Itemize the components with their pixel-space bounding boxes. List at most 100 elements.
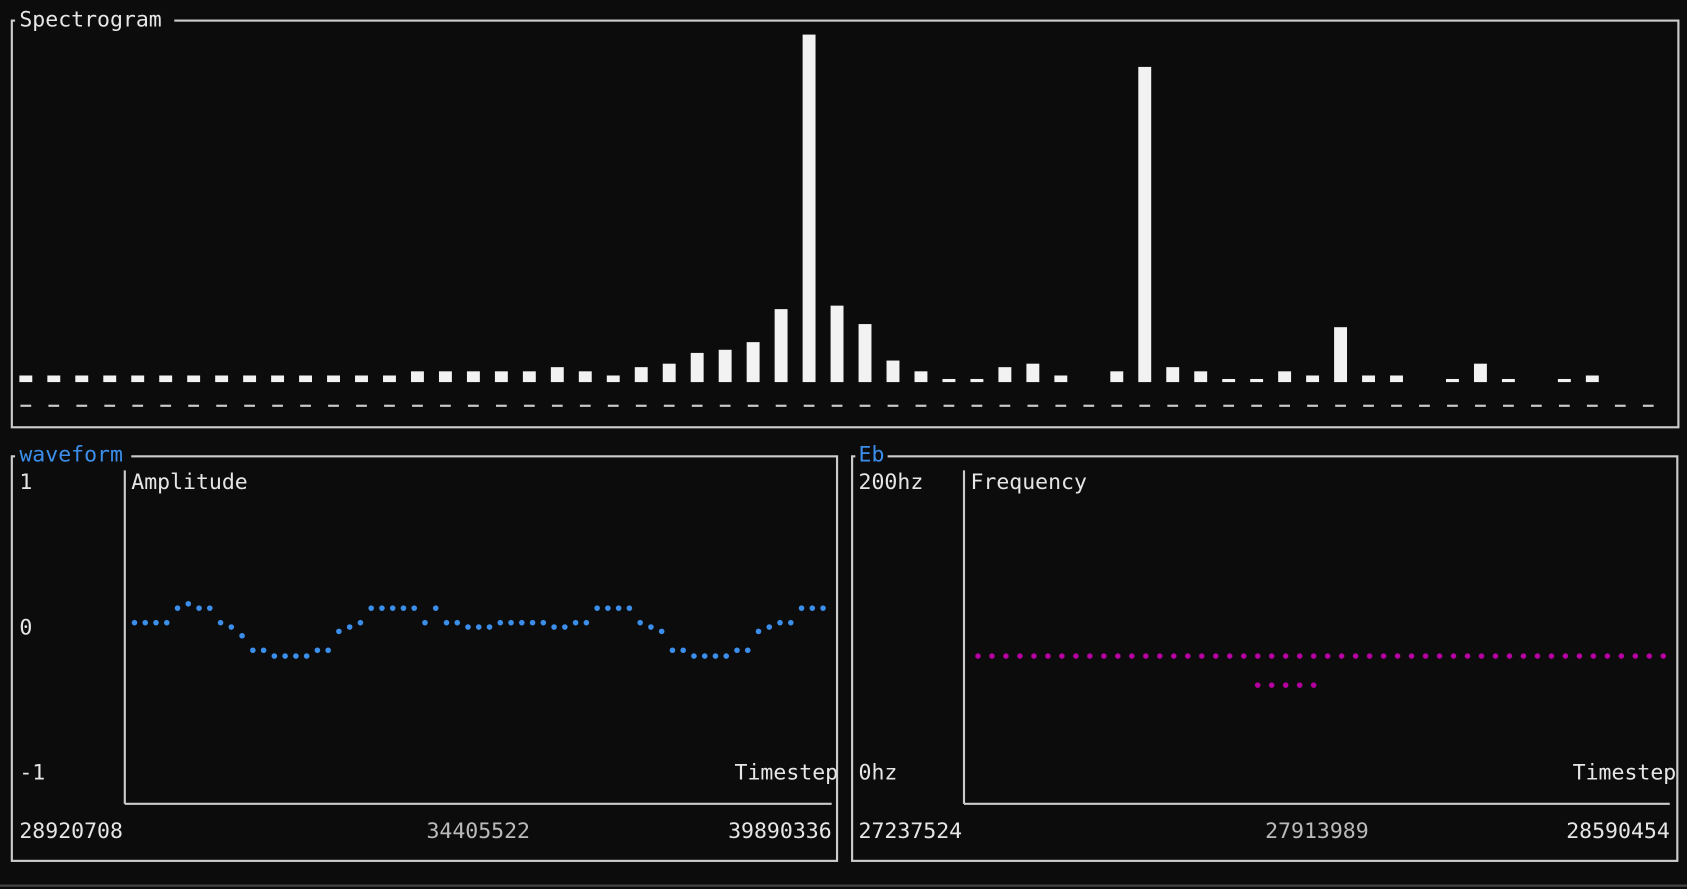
axis-label: Amplitude (131, 470, 248, 495)
bar (522, 371, 536, 383)
bar (1501, 378, 1515, 383)
data-point (777, 619, 783, 626)
data-point (712, 653, 719, 659)
data-point (432, 605, 439, 611)
data-point (357, 619, 364, 626)
bar (1250, 378, 1264, 383)
data-point (669, 647, 676, 654)
data-point (1436, 653, 1443, 659)
bar (75, 375, 89, 383)
bar (19, 375, 33, 383)
data-point (217, 619, 224, 626)
title-gap (855, 443, 888, 468)
data-point (1157, 653, 1163, 659)
data-point (1129, 653, 1135, 659)
x-tick-label: 27913989 (1265, 819, 1369, 844)
data-point (1562, 653, 1569, 659)
data-point (411, 605, 418, 611)
data-point (207, 605, 213, 611)
bar (299, 375, 313, 383)
data-point (1478, 653, 1485, 659)
data-point (185, 600, 192, 607)
bar (243, 375, 257, 383)
bar (578, 371, 592, 383)
bar (914, 371, 928, 383)
bar (1054, 375, 1068, 383)
data-point (1003, 653, 1009, 659)
data-point (443, 619, 450, 626)
bar (438, 371, 452, 383)
y-tick-label: 1 (19, 470, 32, 495)
data-point (336, 628, 342, 635)
data-point (519, 619, 525, 626)
bar (271, 375, 285, 383)
data-point (497, 619, 504, 626)
data-point (734, 647, 740, 654)
bar (858, 324, 872, 383)
data-point (1618, 653, 1625, 659)
data-point (648, 624, 654, 630)
data-point (1590, 653, 1597, 659)
data-point (465, 624, 471, 630)
data-point (1310, 682, 1317, 688)
bar (774, 309, 788, 383)
data-point (131, 619, 138, 626)
bar (1194, 371, 1208, 383)
data-point (605, 605, 611, 611)
data-point (1296, 653, 1303, 659)
data-point (1143, 653, 1149, 659)
data-point (228, 624, 235, 630)
data-point (1380, 653, 1387, 659)
data-point (1534, 653, 1541, 659)
bar (1557, 378, 1571, 383)
data-point (389, 605, 396, 611)
data-point (475, 624, 482, 630)
panel-title: Eb (859, 442, 885, 467)
data-point (1450, 653, 1457, 659)
data-point (142, 619, 149, 626)
data-point (744, 647, 751, 654)
data-point (1184, 653, 1191, 659)
data-point (1254, 653, 1261, 659)
data-point (1492, 653, 1499, 659)
data-point (1338, 653, 1345, 659)
bar (1473, 363, 1487, 383)
data-point (314, 647, 321, 654)
bar (886, 360, 900, 383)
data-point (1632, 653, 1639, 659)
data-point (1268, 682, 1275, 688)
spectrogram-frame (10, 19, 1680, 429)
data-point (422, 619, 428, 626)
data-point (755, 628, 762, 635)
data-point (1324, 653, 1331, 659)
data-point (400, 605, 407, 611)
bar (159, 375, 173, 383)
title-gap (15, 443, 132, 468)
data-point (325, 647, 331, 654)
bar (103, 375, 117, 383)
bar (410, 371, 424, 383)
bar (606, 375, 620, 383)
bar (466, 371, 480, 383)
x-tick-label: 39890336 (728, 819, 832, 844)
bar (47, 375, 61, 383)
data-point (1296, 682, 1303, 688)
bar (942, 378, 956, 383)
data-point (1576, 653, 1583, 659)
bar (1026, 363, 1040, 383)
data-point (1212, 653, 1219, 659)
data-point (346, 624, 353, 630)
data-point (1017, 653, 1023, 659)
waveform-frame (10, 455, 839, 862)
data-point (196, 605, 202, 611)
data-point (701, 653, 708, 659)
bar (746, 342, 760, 383)
data-point (583, 619, 590, 626)
bar (662, 363, 676, 383)
data-point (1282, 653, 1289, 659)
data-point (1282, 682, 1289, 688)
data-point (293, 653, 299, 659)
axis-label: Frequency (970, 470, 1087, 495)
data-point (1087, 653, 1093, 659)
